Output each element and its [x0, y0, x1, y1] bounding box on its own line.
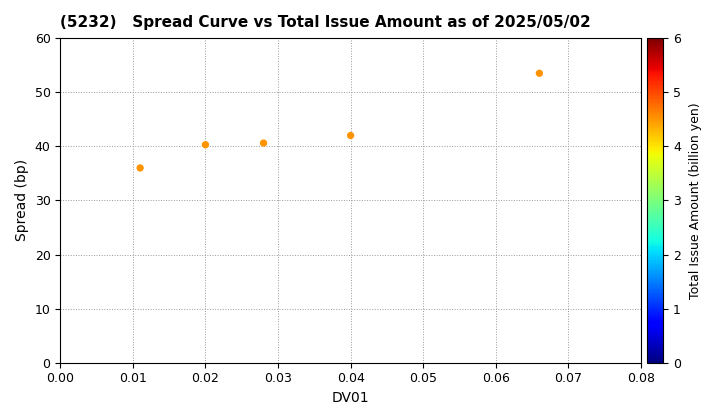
Y-axis label: Total Issue Amount (billion yen): Total Issue Amount (billion yen) — [690, 102, 703, 299]
X-axis label: DV01: DV01 — [332, 391, 369, 405]
Point — [534, 70, 545, 76]
Point — [135, 165, 146, 171]
Point — [199, 142, 211, 148]
Y-axis label: Spread (bp): Spread (bp) — [15, 159, 29, 242]
Text: (5232)   Spread Curve vs Total Issue Amount as of 2025/05/02: (5232) Spread Curve vs Total Issue Amoun… — [60, 15, 591, 30]
Point — [258, 140, 269, 147]
Point — [345, 132, 356, 139]
